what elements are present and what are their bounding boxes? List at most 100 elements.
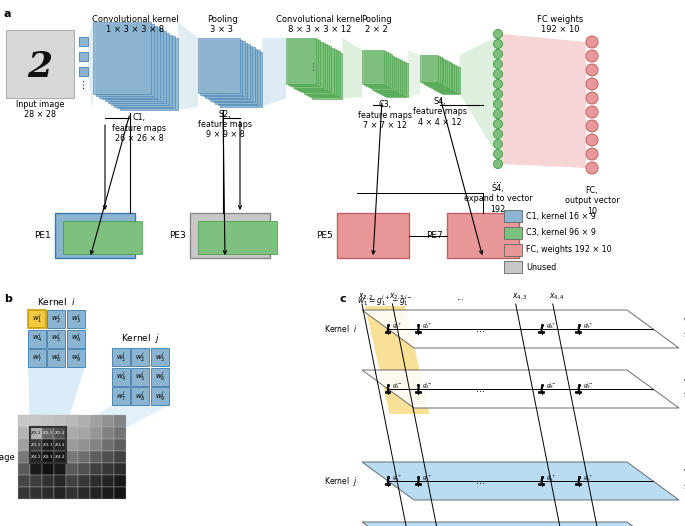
Bar — [66, 475, 78, 487]
Bar — [117, 36, 175, 108]
Circle shape — [493, 109, 503, 118]
Bar — [286, 38, 316, 84]
Bar — [54, 487, 66, 499]
Text: S4,
expand to vector
192: S4, expand to vector 192 — [464, 184, 532, 214]
Text: C3,
feature maps
7 × 7 × 12: C3, feature maps 7 × 7 × 12 — [358, 100, 412, 130]
Text: PE3: PE3 — [169, 231, 186, 240]
Bar — [54, 475, 66, 487]
Bar — [216, 48, 258, 104]
Text: PE5: PE5 — [316, 231, 333, 240]
Text: ...: ... — [456, 293, 464, 302]
Bar — [90, 415, 102, 427]
Text: $g_9^{i+}$: $g_9^{i+}$ — [583, 321, 594, 331]
Bar — [78, 439, 90, 451]
Bar — [42, 487, 54, 499]
Text: Kernel  $j$: Kernel $j$ — [121, 332, 160, 345]
Bar — [105, 29, 163, 101]
Text: $w^i_7$: $w^i_7$ — [32, 351, 42, 365]
Bar — [310, 52, 340, 97]
Text: C1,
feature maps
26 × 26 × 8: C1, feature maps 26 × 26 × 8 — [112, 113, 166, 143]
Bar — [78, 427, 90, 439]
Bar — [67, 310, 85, 328]
Circle shape — [493, 139, 503, 148]
Bar — [303, 48, 334, 94]
Bar — [42, 439, 54, 451]
Bar — [206, 43, 247, 97]
Text: ⋯: ⋯ — [309, 60, 319, 70]
Bar — [66, 451, 78, 463]
Bar — [67, 349, 85, 367]
Bar — [366, 52, 388, 86]
Bar — [112, 387, 130, 405]
Text: $x_{3,2}$: $x_{3,2}$ — [30, 441, 42, 449]
Bar — [422, 56, 440, 83]
Circle shape — [493, 89, 503, 98]
Text: ...: ... — [476, 476, 485, 486]
Bar — [66, 439, 78, 451]
Circle shape — [586, 106, 598, 118]
Bar — [102, 487, 114, 499]
Text: $x_{2,3}$: $x_{2,3}$ — [388, 292, 404, 302]
Bar — [55, 213, 135, 258]
Bar — [108, 31, 166, 103]
Text: Kernel  $i$: Kernel $i$ — [37, 296, 76, 307]
Text: $w^j_5$: $w^j_5$ — [135, 370, 146, 383]
Bar — [78, 463, 90, 475]
Bar — [102, 415, 114, 427]
Bar — [114, 475, 126, 487]
Bar — [198, 221, 277, 254]
Bar — [374, 57, 396, 90]
Text: $x_{4,2}$: $x_{4,2}$ — [30, 453, 42, 461]
Text: $w^i_8$: $w^i_8$ — [51, 351, 62, 365]
Circle shape — [586, 162, 598, 174]
Bar — [66, 487, 78, 499]
Bar — [90, 487, 102, 499]
Polygon shape — [503, 34, 586, 168]
Bar — [102, 439, 114, 451]
Bar — [504, 210, 522, 222]
Circle shape — [493, 49, 503, 58]
Circle shape — [493, 39, 503, 48]
Text: Pooling
2 × 2: Pooling 2 × 2 — [361, 15, 391, 34]
Bar — [120, 38, 178, 110]
Bar — [442, 67, 460, 94]
Polygon shape — [460, 34, 503, 164]
Text: Kernel  $i$: Kernel $i$ — [323, 323, 357, 335]
Text: $x_{3,3}$: $x_{3,3}$ — [42, 441, 54, 449]
Circle shape — [586, 92, 598, 104]
Text: $x_{4,4}$: $x_{4,4}$ — [549, 292, 564, 302]
Bar — [79, 67, 88, 76]
Bar — [47, 349, 66, 367]
Text: $g_9^{i-}$: $g_9^{i-}$ — [583, 381, 594, 391]
Text: $w^j_4$: $w^j_4$ — [116, 370, 126, 383]
Bar — [151, 387, 169, 405]
Bar — [427, 59, 445, 86]
Bar — [54, 451, 66, 463]
Bar — [438, 65, 456, 92]
Polygon shape — [362, 462, 679, 500]
Circle shape — [493, 159, 503, 168]
Bar — [203, 41, 245, 96]
Text: ...: ... — [476, 324, 485, 334]
Text: b: b — [4, 294, 12, 304]
Bar — [90, 439, 102, 451]
Circle shape — [493, 99, 503, 108]
Text: $x_{2,4}$: $x_{2,4}$ — [54, 429, 66, 437]
Bar — [18, 427, 30, 439]
Bar — [364, 51, 386, 85]
Polygon shape — [362, 310, 679, 348]
Bar — [54, 439, 66, 451]
Polygon shape — [362, 522, 679, 526]
Text: Convolutional kernel
1 × 3 × 3 × 8: Convolutional kernel 1 × 3 × 3 × 8 — [92, 15, 179, 34]
Text: $w^i_1$: $w^i_1$ — [32, 312, 42, 326]
Text: a: a — [4, 9, 12, 19]
Bar — [504, 244, 522, 256]
Bar — [42, 415, 54, 427]
Bar — [54, 427, 66, 439]
Bar — [102, 475, 114, 487]
Bar — [30, 475, 42, 487]
Text: Input image
28 × 28: Input image 28 × 28 — [16, 100, 64, 119]
Bar — [420, 55, 438, 82]
Bar — [96, 24, 154, 96]
Polygon shape — [365, 306, 429, 414]
